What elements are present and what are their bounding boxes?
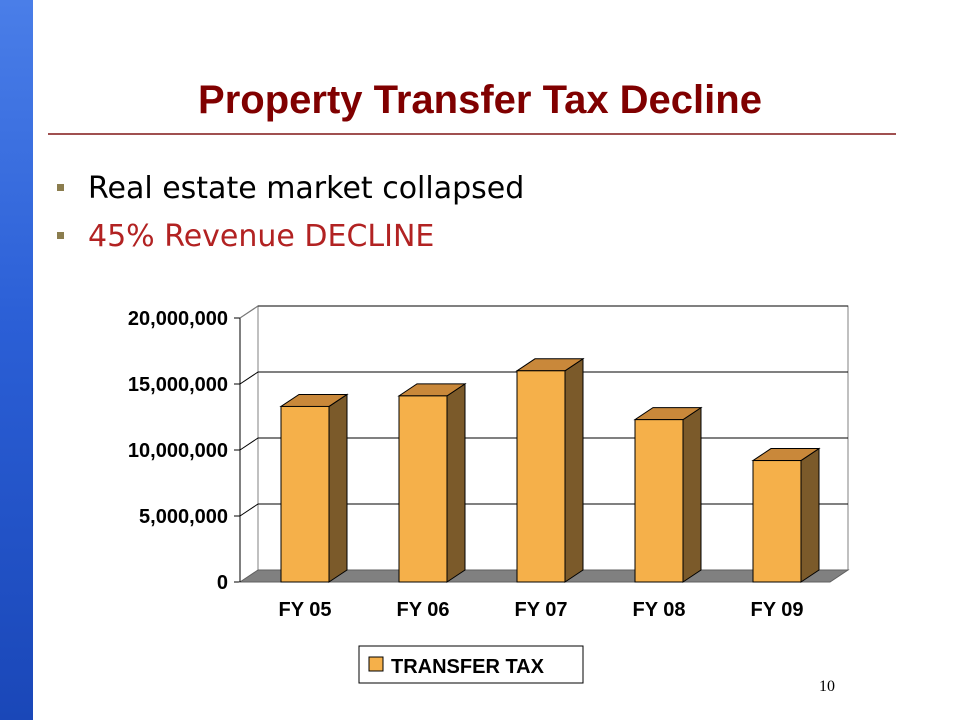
bar-group (515, 357, 585, 583)
x-tick-label: FY 08 (633, 599, 686, 621)
bar-side (682, 406, 702, 583)
bar-group (279, 393, 349, 583)
bullet-text: 45% Revenue DECLINE (88, 219, 435, 254)
bullet-square-icon (57, 232, 64, 239)
x-tick-label: FY 06 (397, 599, 450, 621)
bar-side (446, 382, 466, 583)
x-tick-label: FY 05 (279, 599, 332, 621)
bar-side (328, 393, 348, 583)
x-tick-label: FY 09 (751, 599, 804, 621)
bullet-text: Real estate market collapsed (88, 171, 525, 206)
x-tick-label: FY 07 (515, 599, 568, 621)
chart-legend: TRANSFER TAX (358, 645, 584, 684)
bar (634, 419, 684, 583)
bar-side (564, 357, 584, 583)
legend-swatch (368, 656, 384, 672)
bullet-item: Real estate market collapsed (56, 166, 524, 214)
bar (280, 405, 330, 583)
title-divider (48, 133, 896, 135)
legend-label: TRANSFER TAX (391, 656, 545, 678)
page-number: 10 (819, 678, 835, 695)
legend-box (358, 645, 584, 684)
slide-side-bar (0, 0, 33, 720)
chart-side-edge (239, 305, 259, 319)
bullet-square-icon (57, 184, 64, 191)
bar-group (397, 382, 467, 583)
y-tick-label: 15,000,000 (128, 374, 228, 396)
slide-title: Property Transfer Tax Decline (198, 78, 762, 122)
bar (752, 460, 802, 583)
y-tick-label: 5,000,000 (139, 506, 228, 528)
bar-side (800, 447, 820, 583)
y-tick-label: 10,000,000 (128, 440, 228, 462)
bar-group (751, 447, 821, 583)
bullet-item: 45% Revenue DECLINE (56, 214, 524, 262)
bar-group (633, 406, 703, 583)
y-tick-label: 0 (217, 572, 228, 594)
bullet-list: Real estate market collapsed 45% Revenue… (56, 166, 524, 262)
bar (516, 370, 566, 583)
bar (398, 395, 448, 583)
y-tick-label: 20,000,000 (128, 308, 228, 330)
gridline (239, 371, 848, 385)
